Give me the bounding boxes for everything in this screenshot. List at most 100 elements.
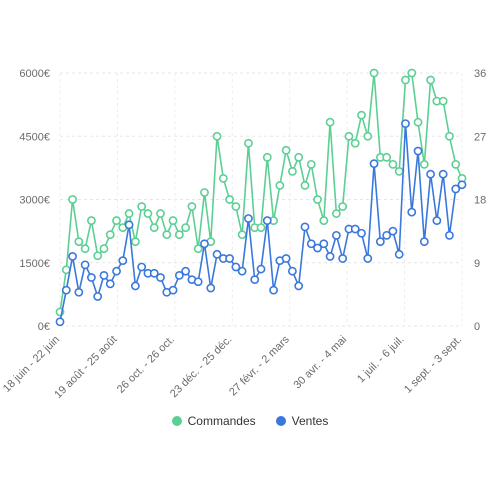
data-point-commandes[interactable] — [300, 181, 310, 190]
data-point-commandes[interactable] — [419, 159, 429, 169]
data-point-ventes[interactable] — [281, 254, 291, 263]
data-point-ventes[interactable] — [99, 270, 109, 280]
data-point-ventes[interactable] — [250, 275, 260, 285]
data-point-commandes[interactable] — [394, 166, 404, 176]
data-point-ventes[interactable] — [200, 239, 209, 249]
data-point-commandes[interactable] — [369, 68, 379, 78]
data-point-commandes[interactable] — [174, 230, 184, 240]
data-point-ventes[interactable] — [394, 249, 404, 259]
data-point-ventes[interactable] — [156, 273, 165, 282]
data-point-commandes[interactable] — [275, 181, 285, 190]
data-point-ventes[interactable] — [105, 279, 115, 289]
data-point-ventes[interactable] — [457, 180, 467, 190]
data-point-commandes[interactable] — [357, 110, 366, 120]
data-point-commandes[interactable] — [344, 131, 354, 141]
data-point-commandes[interactable] — [325, 117, 335, 127]
data-point-ventes[interactable] — [68, 252, 77, 261]
data-point-commandes[interactable] — [225, 195, 234, 204]
data-point-commandes[interactable] — [426, 75, 435, 85]
data-point-ventes[interactable] — [294, 281, 304, 291]
data-point-commandes[interactable] — [288, 166, 297, 176]
data-point-ventes[interactable] — [338, 254, 348, 263]
data-point-ventes[interactable] — [181, 266, 191, 276]
data-point-commandes[interactable] — [74, 237, 84, 247]
data-point-commandes[interactable] — [388, 159, 398, 169]
data-point-commandes[interactable] — [319, 216, 329, 225]
data-point-commandes[interactable] — [401, 75, 410, 85]
data-point-ventes[interactable] — [300, 222, 310, 232]
data-point-commandes[interactable] — [168, 216, 178, 225]
data-point-ventes[interactable] — [419, 237, 429, 247]
data-point-ventes[interactable] — [325, 252, 335, 261]
data-point-commandes[interactable] — [218, 174, 228, 183]
data-point-commandes[interactable] — [382, 152, 392, 162]
data-point-commandes[interactable] — [331, 209, 341, 218]
data-point-ventes[interactable] — [388, 226, 398, 236]
data-point-ventes[interactable] — [80, 260, 90, 270]
data-point-commandes[interactable] — [438, 96, 448, 106]
data-point-ventes[interactable] — [61, 285, 71, 295]
data-point-ventes[interactable] — [93, 292, 103, 301]
data-point-ventes[interactable] — [451, 184, 461, 194]
data-point-commandes[interactable] — [187, 202, 197, 211]
data-point-commandes[interactable] — [313, 195, 322, 204]
data-point-ventes[interactable] — [225, 254, 234, 263]
data-point-ventes[interactable] — [357, 228, 366, 238]
data-point-ventes[interactable] — [319, 239, 329, 249]
data-point-commandes[interactable] — [124, 209, 134, 218]
data-point-commandes[interactable] — [68, 195, 77, 204]
data-point-commandes[interactable] — [407, 68, 417, 78]
data-point-commandes[interactable] — [445, 131, 454, 141]
data-point-commandes[interactable] — [237, 230, 247, 240]
data-point-ventes[interactable] — [130, 281, 140, 291]
data-point-ventes[interactable] — [206, 283, 216, 293]
data-point-ventes[interactable] — [212, 249, 222, 259]
data-point-ventes[interactable] — [193, 277, 203, 287]
data-point-commandes[interactable] — [137, 202, 147, 211]
data-point-commandes[interactable] — [80, 244, 90, 254]
data-point-ventes[interactable] — [269, 285, 278, 295]
data-point-ventes[interactable] — [231, 262, 241, 272]
data-point-commandes[interactable] — [99, 244, 109, 254]
data-point-commandes[interactable] — [200, 188, 209, 197]
data-point-ventes[interactable] — [382, 230, 392, 240]
data-point-ventes[interactable] — [256, 264, 266, 274]
data-point-ventes[interactable] — [426, 169, 435, 179]
data-point-ventes[interactable] — [401, 119, 410, 128]
data-point-ventes[interactable] — [445, 230, 454, 240]
data-point-commandes[interactable] — [294, 152, 304, 162]
data-point-ventes[interactable] — [438, 169, 448, 179]
data-point-ventes[interactable] — [313, 243, 322, 253]
data-point-ventes[interactable] — [74, 287, 84, 297]
data-point-commandes[interactable] — [306, 159, 316, 169]
data-point-ventes[interactable] — [407, 207, 417, 217]
data-point-ventes[interactable] — [262, 216, 272, 225]
data-point-ventes[interactable] — [237, 266, 247, 276]
data-point-commandes[interactable] — [244, 138, 253, 148]
data-point-commandes[interactable] — [105, 230, 115, 240]
data-point-ventes[interactable] — [137, 262, 147, 272]
data-point-commandes[interactable] — [143, 209, 153, 218]
data-point-ventes[interactable] — [149, 268, 159, 278]
data-point-commandes[interactable] — [93, 251, 103, 261]
data-point-commandes[interactable] — [451, 159, 461, 169]
data-point-ventes[interactable] — [363, 254, 373, 263]
data-point-commandes[interactable] — [262, 152, 272, 162]
data-point-commandes[interactable] — [181, 223, 191, 233]
data-point-commandes[interactable] — [156, 209, 165, 218]
data-point-commandes[interactable] — [363, 131, 373, 141]
data-point-commandes[interactable] — [256, 223, 266, 233]
data-point-commandes[interactable] — [112, 216, 121, 225]
data-point-ventes[interactable] — [244, 214, 253, 223]
data-point-ventes[interactable] — [369, 159, 379, 169]
data-point-commandes[interactable] — [193, 244, 203, 254]
data-point-ventes[interactable] — [118, 256, 128, 266]
data-point-ventes[interactable] — [331, 230, 341, 240]
data-point-commandes[interactable] — [281, 145, 291, 155]
data-point-commandes[interactable] — [87, 216, 96, 225]
data-point-ventes[interactable] — [350, 224, 360, 234]
data-point-commandes[interactable] — [350, 138, 360, 148]
data-point-commandes[interactable] — [162, 230, 172, 240]
data-point-ventes[interactable] — [432, 216, 442, 225]
data-point-commandes[interactable] — [231, 202, 241, 211]
